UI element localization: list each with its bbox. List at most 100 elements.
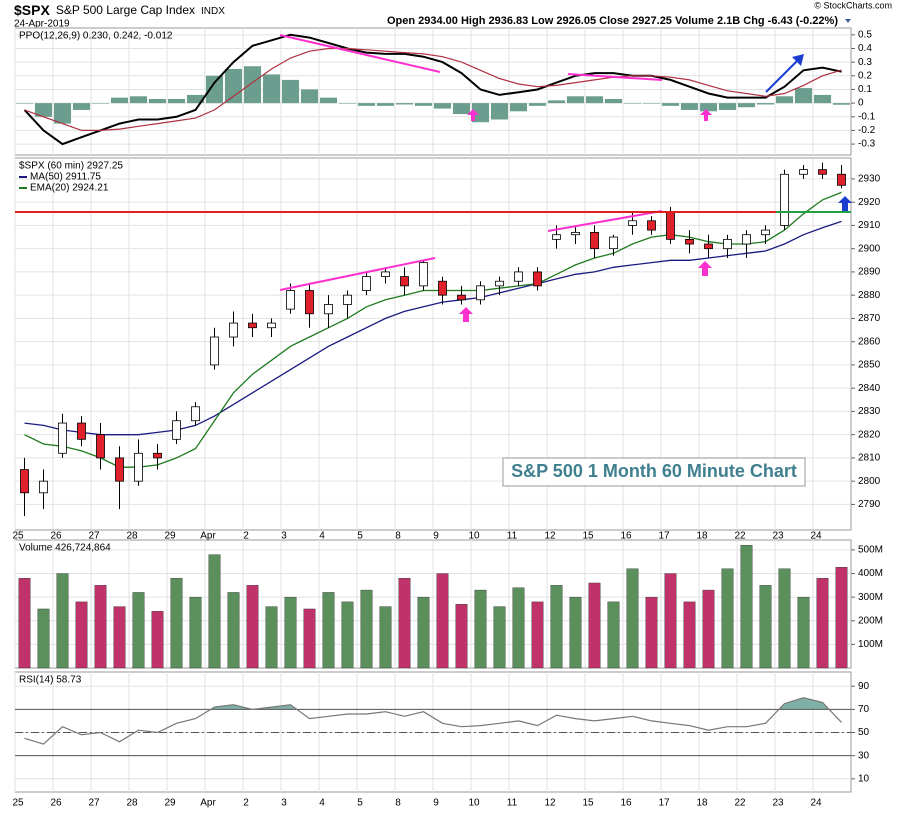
histogram-bar: [300, 89, 319, 104]
panel-legend: $SPX (60 min) 2927.25: [19, 161, 123, 172]
x-tick-label: 27: [88, 798, 100, 809]
y-tick-label: 30: [858, 750, 870, 761]
x-tick-label: 24: [810, 798, 822, 809]
volume-bar: [835, 567, 848, 669]
volume-bar: [645, 596, 658, 669]
histogram-bar: [167, 99, 186, 104]
x-tick-label: 11: [507, 531, 518, 542]
volume-bar: [151, 611, 164, 669]
candle-body: [495, 280, 504, 287]
x-tick-label: 4: [319, 531, 325, 542]
y-tick-label: 50: [858, 727, 870, 738]
candle-body: [609, 236, 618, 250]
volume-bar: [778, 568, 791, 669]
histogram-bar: [186, 94, 205, 104]
x-tick-label: 23: [772, 798, 784, 809]
x-tick-label: 26: [50, 531, 62, 542]
x-tick-label: 10: [468, 798, 480, 809]
x-tick-label: 9: [433, 531, 439, 542]
volume-bar: [626, 568, 639, 669]
volume-bar: [797, 596, 810, 669]
candle-body: [761, 229, 770, 236]
candle-body: [647, 220, 656, 231]
volume-bar: [284, 596, 297, 669]
y-tick-label: 500M: [858, 545, 883, 556]
y-tick-label: 400M: [858, 568, 883, 579]
y-tick-label: 0.1: [858, 84, 872, 95]
volume-bar: [588, 582, 601, 669]
histogram-bar: [604, 99, 623, 104]
volume-bar: [569, 596, 582, 669]
histogram-bar: [680, 103, 699, 110]
y-tick-label: 0.4: [858, 43, 872, 54]
y-tick-label: 2840: [858, 383, 881, 394]
symbol-name: S&P 500 Large Cap Index: [56, 3, 195, 17]
histogram-bar: [566, 96, 585, 104]
candle-body: [780, 173, 789, 226]
histogram-bar: [224, 68, 243, 104]
x-tick-label: 23: [772, 531, 784, 542]
x-tick-label: 24: [810, 531, 822, 542]
y-tick-label: 2880: [858, 290, 881, 301]
histogram-bar: [794, 88, 813, 104]
x-tick-label: 10: [468, 531, 480, 542]
histogram-bar: [72, 103, 91, 110]
x-tick-label: 15: [582, 798, 594, 809]
volume-bar: [322, 592, 335, 669]
volume-bar: [18, 578, 31, 669]
y-tick-label: 2920: [858, 197, 881, 208]
histogram-bar: [585, 96, 604, 104]
histogram-bar: [376, 103, 395, 106]
indicator-line: [24, 47, 842, 131]
x-tick-label: 4: [319, 798, 325, 809]
x-tick-label: 2: [243, 798, 249, 809]
x-tick-label: 5: [357, 798, 363, 809]
symbol: $SPX: [14, 2, 50, 18]
y-tick-label: 10: [858, 773, 870, 784]
candle-body: [419, 262, 428, 287]
credit: © StockCharts.com: [814, 0, 892, 10]
candle-body: [799, 169, 808, 175]
annotations: [15, 34, 852, 322]
volume-bar: [493, 606, 506, 669]
candle-body: [704, 243, 713, 250]
volume-bar: [360, 589, 373, 669]
histogram-bar: [414, 103, 433, 106]
indicator-line: [23, 33, 842, 146]
x-tick-label: 28: [126, 798, 138, 809]
x-tick-label: 12: [544, 531, 556, 542]
histogram-bar: [281, 79, 300, 104]
histogram-bar: [623, 103, 642, 104]
histogram-bar: [547, 100, 566, 104]
candle-body: [514, 271, 523, 282]
histogram-bar: [471, 103, 490, 123]
volume-bar: [341, 601, 354, 669]
candle-body: [172, 420, 181, 440]
dropdown-icon[interactable]: [845, 19, 851, 23]
y-tick-label: 2870: [858, 313, 881, 324]
volume-bar: [512, 587, 525, 669]
candle-body: [229, 322, 238, 338]
histogram-bar: [34, 103, 53, 117]
volume-bar: [740, 544, 753, 669]
arrow: [467, 109, 479, 121]
candle-body: [324, 304, 333, 315]
x-tick-label: 28: [126, 531, 138, 542]
y-tick-label: 0.5: [858, 29, 872, 40]
volume-bar: [94, 585, 107, 669]
histogram-bar: [452, 103, 471, 115]
volume-bar: [816, 578, 829, 669]
y-tick-label: 100M: [858, 639, 883, 650]
volume-bar: [417, 596, 430, 669]
y-tick-label: 2850: [858, 360, 881, 371]
legend-swatch: [19, 187, 27, 189]
y-tick-label: 2830: [858, 406, 881, 417]
panel-legend: Volume 426,724,864: [19, 543, 111, 554]
x-tick-label: 18: [696, 798, 708, 809]
candle-body: [400, 276, 409, 287]
volume-bar: [37, 608, 50, 669]
trend-arrow: [765, 59, 799, 93]
volume-bar: [303, 608, 316, 669]
histogram-bar: [642, 103, 661, 104]
candle-body: [58, 422, 67, 454]
